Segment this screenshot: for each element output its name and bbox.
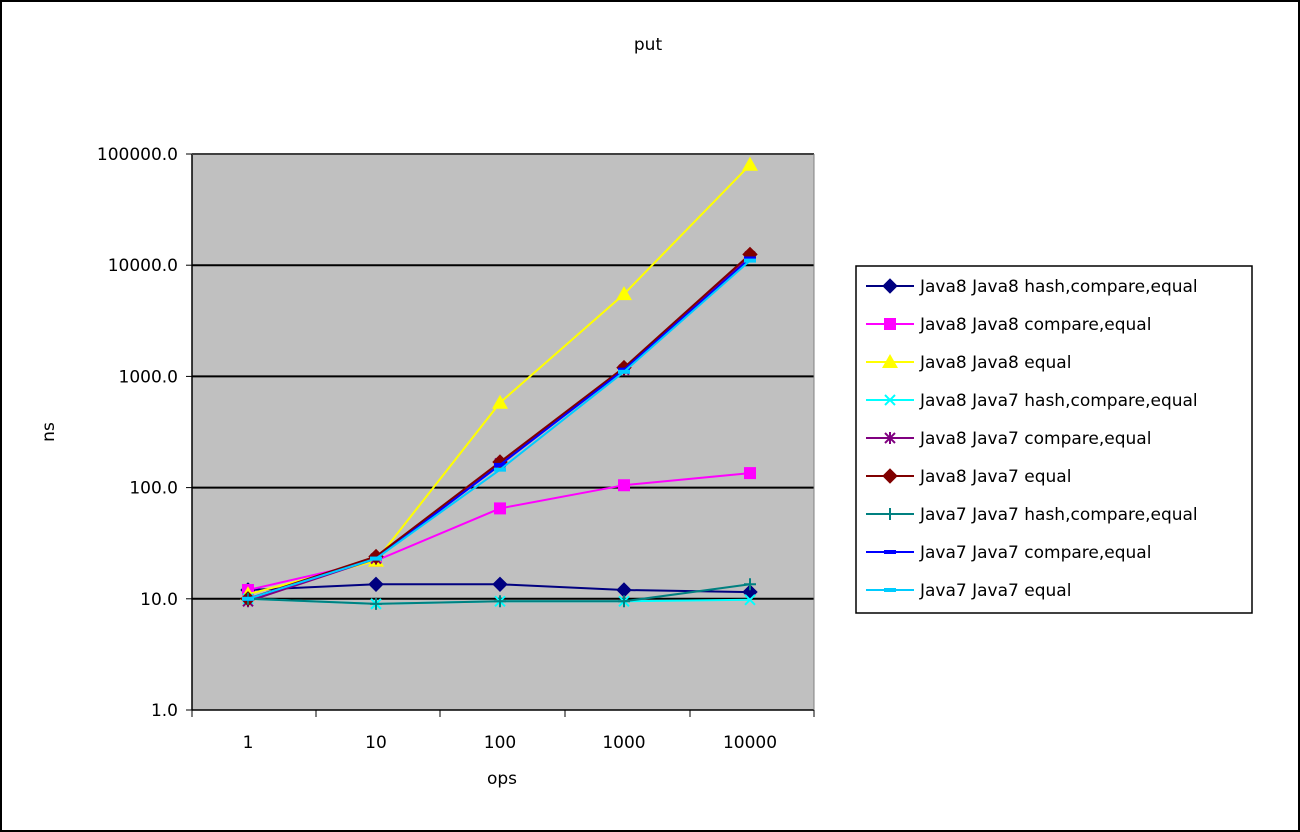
legend-item: Java8 Java7 equal <box>866 467 1071 487</box>
y-tick-label: 10.0 <box>140 590 178 610</box>
data-point <box>884 508 896 520</box>
legend-label: Java7 Java7 equal <box>919 581 1071 601</box>
data-point <box>494 467 506 472</box>
data-point <box>616 286 632 301</box>
data-point <box>492 576 508 593</box>
data-point <box>494 595 506 608</box>
data-point <box>492 394 508 409</box>
legend-item: Java8 Java8 compare,equal <box>866 315 1151 335</box>
y-axis-label: ns <box>39 422 59 442</box>
legend-item: Java7 Java7 compare,equal <box>866 543 1151 563</box>
legend-item: Java8 Java7 compare,equal <box>866 429 1151 449</box>
data-point <box>744 256 756 261</box>
legend-label: Java8 Java7 hash,compare,equal <box>919 391 1198 411</box>
y-tick-label: 100000.0 <box>97 145 178 165</box>
axes: 1.0 10.0 100.0 1000.0 10000.0 100000.0 1 10 100 1… <box>97 145 815 753</box>
data-point <box>368 576 384 593</box>
legend-label: Java7 Java7 compare,equal <box>919 543 1151 563</box>
x-axis-label: ops <box>487 769 517 789</box>
legend-label: Java8 Java8 hash,compare,equal <box>919 277 1198 297</box>
data-point <box>884 394 896 406</box>
series-9 <box>242 258 756 601</box>
data-point <box>742 156 758 171</box>
legend-item: Java8 Java8 equal <box>866 353 1071 373</box>
data-point <box>242 596 254 601</box>
data-point <box>744 258 756 263</box>
data-point <box>618 369 630 374</box>
legend-item: Java7 Java7 hash,compare,equal <box>866 505 1198 525</box>
legend-label: Java8 Java8 compare,equal <box>919 315 1151 335</box>
data-point <box>744 467 756 480</box>
chart-title: put <box>634 35 663 55</box>
data-point <box>884 588 896 592</box>
legend-label: Java8 Java7 compare,equal <box>919 429 1151 449</box>
x-tick-label: 100 <box>484 733 516 753</box>
data-point <box>618 479 630 492</box>
data-point <box>618 595 630 608</box>
data-point <box>618 367 630 372</box>
data-point <box>370 597 382 610</box>
data-point <box>882 278 898 294</box>
x-tick-label: 1000 <box>602 733 645 753</box>
x-tick-label: 1 <box>243 733 254 753</box>
data-point <box>370 556 382 561</box>
y-tick-label: 10000.0 <box>108 256 178 276</box>
legend: Java8 Java8 hash,compare,equal Java8 Java… <box>855 265 1253 614</box>
data-point <box>884 318 896 330</box>
series-layer <box>240 156 758 610</box>
data-point <box>494 462 506 467</box>
legend-label: Java7 Java7 hash,compare,equal <box>919 505 1198 525</box>
y-tick-label: 1.0 <box>151 701 178 721</box>
x-tick-label: 10000 <box>723 733 777 753</box>
data-point <box>494 502 506 515</box>
data-point <box>884 550 896 554</box>
legend-item: Java8 Java8 hash,compare,equal <box>866 277 1198 297</box>
legend-item: Java8 Java7 hash,compare,equal <box>866 391 1198 411</box>
legend-box <box>855 265 1253 614</box>
series-7 <box>242 578 756 610</box>
plot-area <box>192 154 814 710</box>
data-point <box>884 432 896 444</box>
data-point <box>882 468 898 484</box>
x-tick-label: 10 <box>365 733 387 753</box>
y-tick-label: 1000.0 <box>119 367 178 387</box>
data-point <box>744 594 756 606</box>
legend-label: Java8 Java7 equal <box>919 467 1071 487</box>
legend-label: Java8 Java8 equal <box>919 353 1071 373</box>
data-point <box>882 354 898 368</box>
data-point <box>744 578 756 591</box>
y-tick-label: 100.0 <box>129 479 178 499</box>
legend-item: Java7 Java7 equal <box>866 581 1071 601</box>
